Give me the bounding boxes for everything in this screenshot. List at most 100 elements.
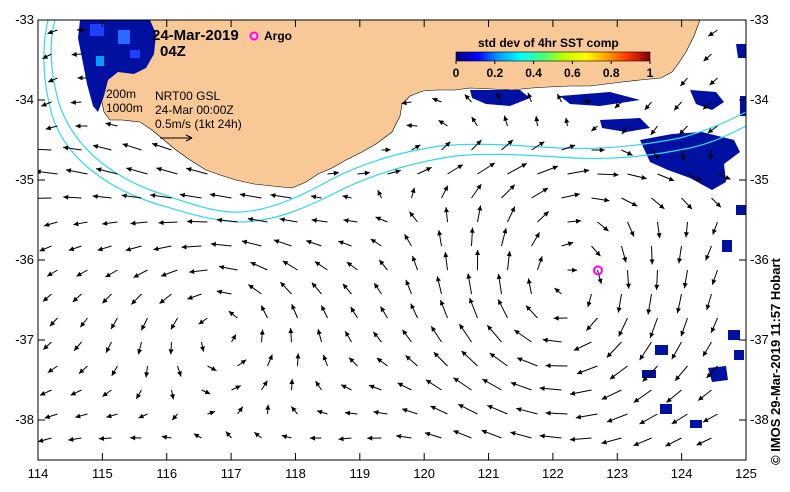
current-vector-head [545,410,551,416]
current-vector-head [397,382,404,388]
current-vector-head [73,221,79,227]
current-vector-head [498,299,503,306]
current-vector-head [346,262,353,267]
current-vector-head [482,379,488,384]
current-vector-head [431,326,437,332]
current-vector-head [78,368,85,374]
current-vector-head [350,307,356,313]
current-vector-head [702,350,708,357]
current-vector-head [526,278,532,284]
current-vector-head [676,307,681,314]
current-vector-head [601,439,607,445]
current-vector-head [401,100,407,106]
current-vector-head [725,175,731,180]
current-vector-head [344,410,351,416]
current-vector-head [591,125,597,132]
current-vector-head [705,304,711,310]
current-vector-head [426,167,432,172]
current-vector-head [281,434,288,440]
current-vector-head [414,144,421,150]
current-vector-head [121,193,127,199]
current-vector-head [453,430,459,435]
current-vector-head [77,75,83,81]
current-vector-head [41,101,47,107]
colorbar-tick-label: 0.8 [603,66,620,80]
current-vector-head [44,222,50,227]
current-vector-head [677,258,683,264]
current-vector-head [306,239,312,245]
current-vector-head [622,256,628,263]
current-vector-head [136,393,141,399]
current-vector-head [273,239,280,244]
current-vector-head [708,31,714,37]
current-vector-head [424,431,431,437]
current-vector-head [106,347,111,353]
current-vector-head [369,384,375,390]
current-vector-head [575,414,582,420]
current-vector-head [471,116,477,123]
current-vector-head [597,278,603,284]
argo-float-marker [592,265,603,276]
current-vector-head [402,329,408,336]
current-vector-head [231,334,236,341]
current-vector-head [654,284,660,290]
current-vector-head [613,172,619,178]
current-vector-head [158,220,164,226]
current-vector-head [240,359,247,365]
current-vector-head [487,325,493,331]
current-vector-head [674,104,680,111]
lon-tick-label: 114 [28,466,49,481]
current-vector-head [49,320,56,327]
current-vector-head [144,372,150,378]
current-vector-head [65,168,72,174]
isobath-200m [50,20,746,213]
current-vector-head [370,238,377,244]
current-vector-head [74,345,80,351]
current-vector-head [707,128,714,134]
current-vector-head [367,435,373,441]
current-vector-head [680,80,686,87]
lat-tick-label-right: -34 [750,92,769,107]
current-vector-head [187,295,193,300]
current-vector-head [310,194,317,200]
current-vector-head [172,414,178,421]
current-vector-head [204,389,211,395]
current-vector-head [586,325,592,331]
current-vector-head [521,163,527,169]
current-vector-head [311,282,317,289]
land-mass [96,20,701,189]
current-vector-head [477,205,483,211]
current-vector-head [443,185,448,192]
current-vector-head [216,217,223,223]
current-vector-head [189,269,195,274]
current-vector-head [374,283,380,289]
current-vector-head [680,330,686,337]
lat-tick-label-right: -37 [750,332,769,347]
current-vector-head [703,417,709,423]
current-vector-head [63,145,69,151]
current-vector-head [130,220,136,226]
lon-tick-label: 118 [285,466,306,481]
contour-200-label: 200m [106,87,136,101]
current-vector-head [641,175,647,180]
plot-frame [37,19,747,461]
current-vector-head [216,289,223,295]
current-vector-head [268,354,273,361]
current-vector-head [476,140,482,146]
current-vector-head [225,431,231,437]
current-vector-head [649,332,655,338]
current-vector-head [379,259,385,266]
current-vector-head [405,279,411,286]
colorbar-tick-label: 0.4 [525,66,542,80]
current-vector-head [45,125,52,131]
current-vector-head [411,255,417,262]
lat-tick-label: -36 [15,252,34,267]
current-vector-head [405,355,411,361]
current-vector-head [553,315,559,321]
current-vector-head [315,381,321,387]
current-vector-head [633,441,640,446]
current-vector-head [44,414,51,419]
current-vector-head [457,164,463,170]
current-vector-head [644,104,650,110]
